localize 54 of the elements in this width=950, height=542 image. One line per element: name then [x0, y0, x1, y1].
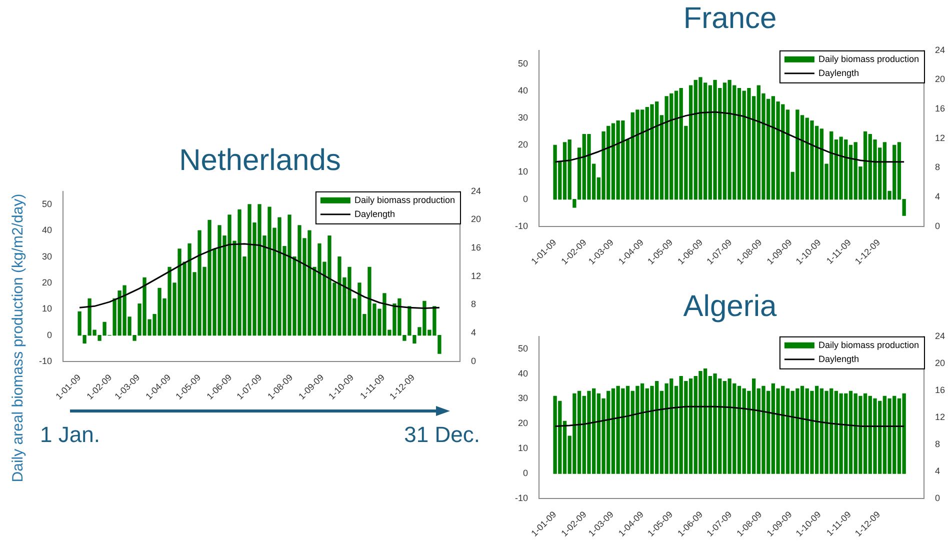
y-tick-label: -10 — [514, 220, 528, 231]
y2-tick-label: 12 — [934, 412, 946, 422]
y-tick-label: 0 — [522, 468, 528, 478]
y2-tick-label: 12 — [934, 132, 946, 143]
y-tick-label: 0 — [522, 194, 528, 204]
y2-tick-label: 20 — [934, 358, 946, 368]
y-tick-label: 10 — [518, 166, 528, 177]
y2-tick-label: 0 — [470, 356, 476, 366]
y2-tick-label: 20 — [470, 214, 482, 224]
y2-tick-label: 24 — [934, 44, 946, 55]
legend-label: Daylength — [354, 208, 395, 219]
y-tick-label: 20 — [42, 277, 52, 288]
y2-tick-label: 8 — [934, 162, 940, 172]
y-tick-label: -10 — [514, 492, 528, 503]
y-tick-label: 30 — [518, 393, 528, 404]
y-tick-label: 10 — [518, 443, 528, 454]
y2-tick-label: 20 — [934, 74, 946, 84]
y2-tick-label: 8 — [934, 438, 940, 449]
y-tick-label: 10 — [42, 304, 52, 314]
y2-tick-label: 24 — [934, 330, 946, 341]
legend-label: Daylength — [818, 354, 859, 364]
y-tick-label: 40 — [518, 86, 528, 96]
text: 1 Jan. — [40, 422, 100, 448]
y2-tick-label: 0 — [934, 492, 940, 503]
y-tick-label: 50 — [518, 58, 528, 68]
y2-tick-label: 16 — [470, 242, 482, 253]
chart-title: Netherlands — [178, 143, 342, 179]
y-tick-label: 30 — [518, 112, 528, 123]
y2-tick-label: 16 — [934, 104, 946, 114]
y2-tick-label: 8 — [470, 299, 476, 310]
y-tick-label: 40 — [518, 368, 528, 378]
y-tick-label: 20 — [518, 140, 528, 150]
y-tick-label: 0 — [46, 330, 52, 340]
y2-tick-label: 0 — [934, 220, 940, 231]
y-tick-label: 20 — [518, 418, 528, 428]
y2-tick-label: 4 — [934, 466, 940, 476]
y2-tick-label: 16 — [934, 384, 946, 395]
y2-tick-label: 4 — [470, 328, 476, 338]
y2-tick-label: 12 — [470, 270, 482, 281]
y-axis-title: Daily areal biomass production (kg/m2/day) — [10, 194, 26, 482]
chart-title: France — [682, 1, 778, 37]
y-tick-label: 50 — [518, 343, 528, 354]
y-tick-label: 30 — [42, 251, 52, 262]
y2-tick-label: 4 — [934, 192, 940, 202]
legend-label: Daily biomass production — [818, 340, 919, 350]
legend-label: Daylength — [818, 68, 859, 78]
legend-label: Daily biomass production — [354, 194, 455, 205]
chart-title: Algeria — [682, 289, 778, 325]
text: 31 Dec. — [404, 422, 480, 448]
y2-tick-label: 24 — [470, 186, 482, 196]
y-tick-label: 40 — [42, 225, 52, 236]
y-tick-label: 50 — [42, 198, 52, 209]
legend-label: Daily biomass production — [818, 54, 919, 64]
y-tick-label: -10 — [38, 356, 52, 366]
